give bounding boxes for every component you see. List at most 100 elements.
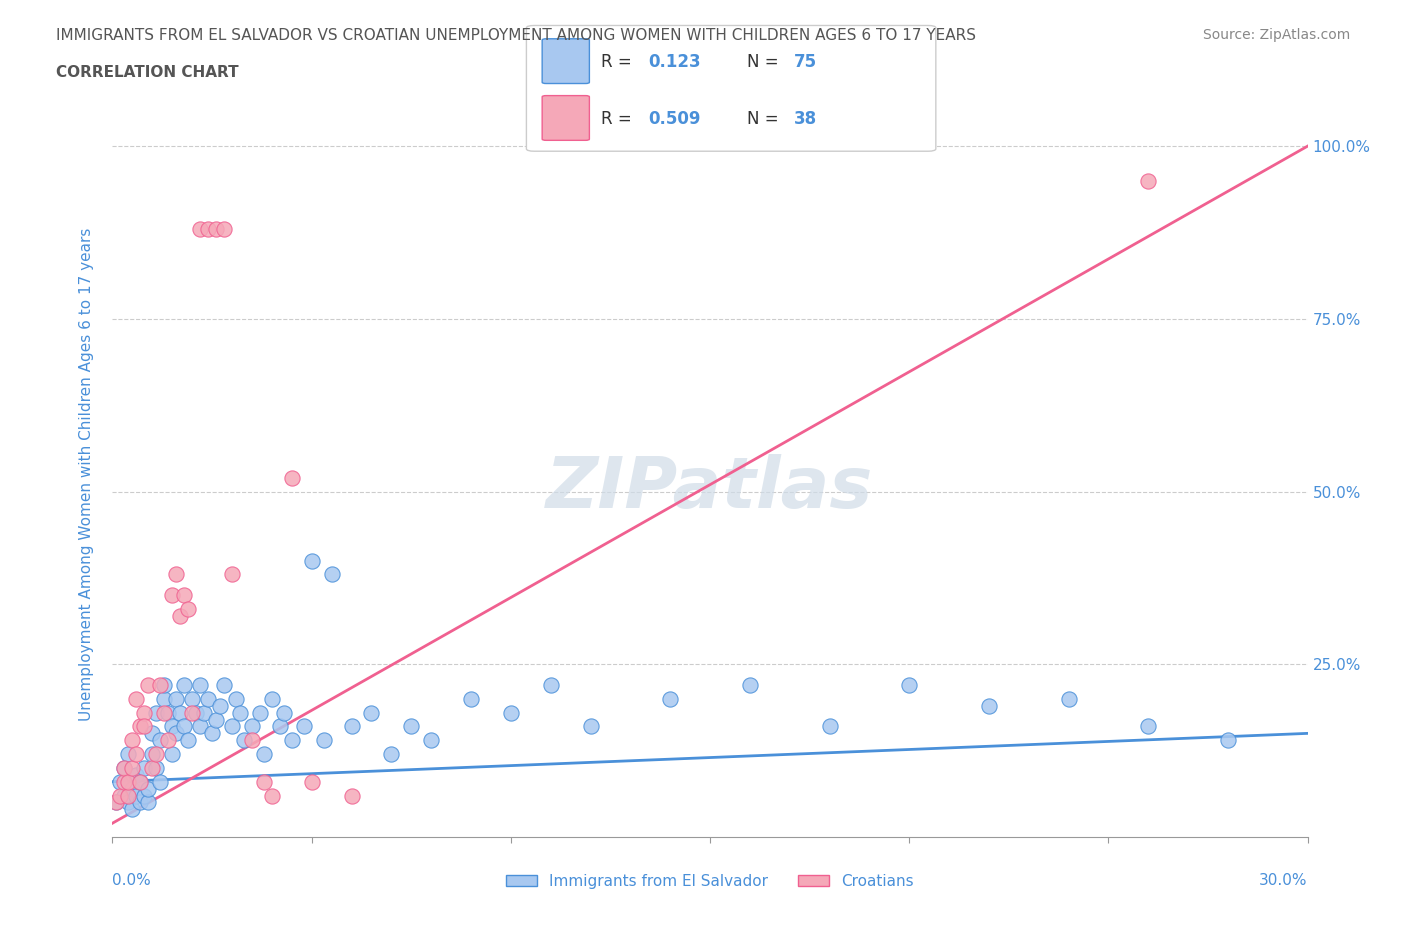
Point bbox=[579, 719, 602, 734]
Point bbox=[162, 588, 183, 603]
Point bbox=[312, 733, 335, 748]
Point bbox=[201, 726, 224, 741]
Point bbox=[145, 761, 167, 776]
Point bbox=[401, 719, 423, 734]
Point bbox=[134, 719, 156, 734]
Point bbox=[212, 678, 235, 693]
Point bbox=[181, 691, 204, 706]
Point bbox=[738, 678, 761, 693]
Text: 30.0%: 30.0% bbox=[1260, 873, 1308, 888]
Point bbox=[138, 795, 160, 810]
Point bbox=[114, 775, 135, 790]
Text: R =: R = bbox=[602, 110, 637, 127]
Point bbox=[229, 705, 252, 720]
Point bbox=[197, 221, 219, 236]
Point bbox=[165, 726, 187, 741]
Legend: Immigrants from El Salvador, Croatians: Immigrants from El Salvador, Croatians bbox=[501, 868, 920, 895]
Text: R =: R = bbox=[602, 53, 637, 71]
Text: ZIPatlas: ZIPatlas bbox=[547, 455, 873, 524]
Point bbox=[212, 221, 235, 236]
Point bbox=[173, 678, 195, 693]
Text: 0.123: 0.123 bbox=[648, 53, 702, 71]
Point bbox=[145, 705, 167, 720]
Text: 75: 75 bbox=[794, 53, 817, 71]
Point bbox=[157, 733, 180, 748]
Point bbox=[125, 767, 148, 782]
Point bbox=[110, 775, 132, 790]
Point bbox=[253, 747, 276, 762]
Point bbox=[153, 705, 176, 720]
Point bbox=[1137, 719, 1160, 734]
Y-axis label: Unemployment Among Women with Children Ages 6 to 17 years: Unemployment Among Women with Children A… bbox=[79, 228, 94, 721]
Text: CORRELATION CHART: CORRELATION CHART bbox=[56, 65, 239, 80]
Point bbox=[380, 747, 402, 762]
FancyBboxPatch shape bbox=[526, 25, 936, 152]
Point bbox=[420, 733, 443, 748]
Point bbox=[117, 788, 139, 803]
Point bbox=[186, 705, 208, 720]
Point bbox=[141, 747, 163, 762]
Point bbox=[145, 747, 167, 762]
Point bbox=[121, 761, 143, 776]
Point bbox=[181, 705, 204, 720]
Point bbox=[340, 719, 363, 734]
Point bbox=[149, 678, 172, 693]
Point bbox=[125, 691, 148, 706]
Point bbox=[540, 678, 562, 693]
Point bbox=[340, 788, 363, 803]
Point bbox=[117, 775, 139, 790]
Point bbox=[129, 719, 152, 734]
Text: 0.0%: 0.0% bbox=[112, 873, 152, 888]
Point bbox=[193, 705, 215, 720]
Point bbox=[162, 747, 183, 762]
Point bbox=[273, 705, 295, 720]
Point bbox=[240, 733, 263, 748]
Point bbox=[260, 691, 283, 706]
FancyBboxPatch shape bbox=[543, 96, 589, 140]
Point bbox=[110, 788, 132, 803]
Point bbox=[209, 698, 232, 713]
Point bbox=[121, 781, 143, 796]
Point bbox=[114, 761, 135, 776]
Text: N =: N = bbox=[747, 53, 783, 71]
Point bbox=[818, 719, 841, 734]
Point bbox=[169, 705, 191, 720]
Point bbox=[141, 761, 163, 776]
Text: 0.509: 0.509 bbox=[648, 110, 702, 127]
Text: N =: N = bbox=[747, 110, 783, 127]
Point bbox=[125, 747, 148, 762]
Point bbox=[260, 788, 283, 803]
Point bbox=[301, 553, 323, 568]
Point bbox=[173, 719, 195, 734]
Point bbox=[117, 795, 139, 810]
Point bbox=[149, 733, 172, 748]
Point bbox=[117, 747, 139, 762]
Point bbox=[162, 719, 183, 734]
Point bbox=[269, 719, 291, 734]
Point bbox=[499, 705, 522, 720]
Point bbox=[149, 775, 172, 790]
Point bbox=[134, 705, 156, 720]
Point bbox=[173, 588, 195, 603]
Point bbox=[138, 678, 160, 693]
Point bbox=[114, 788, 135, 803]
Text: Source: ZipAtlas.com: Source: ZipAtlas.com bbox=[1202, 28, 1350, 42]
Point bbox=[129, 775, 152, 790]
Point bbox=[1216, 733, 1239, 748]
Point bbox=[977, 698, 1000, 713]
Point bbox=[165, 691, 187, 706]
Point bbox=[177, 602, 200, 617]
Point bbox=[165, 567, 187, 582]
Point bbox=[134, 788, 156, 803]
Point bbox=[129, 795, 152, 810]
Point bbox=[321, 567, 343, 582]
Text: IMMIGRANTS FROM EL SALVADOR VS CROATIAN UNEMPLOYMENT AMONG WOMEN WITH CHILDREN A: IMMIGRANTS FROM EL SALVADOR VS CROATIAN … bbox=[56, 28, 976, 43]
Point bbox=[153, 691, 176, 706]
Point bbox=[177, 733, 200, 748]
Point bbox=[249, 705, 271, 720]
Point bbox=[169, 608, 191, 623]
Point bbox=[253, 775, 276, 790]
Text: 38: 38 bbox=[794, 110, 817, 127]
Point bbox=[292, 719, 315, 734]
Point bbox=[281, 471, 304, 485]
